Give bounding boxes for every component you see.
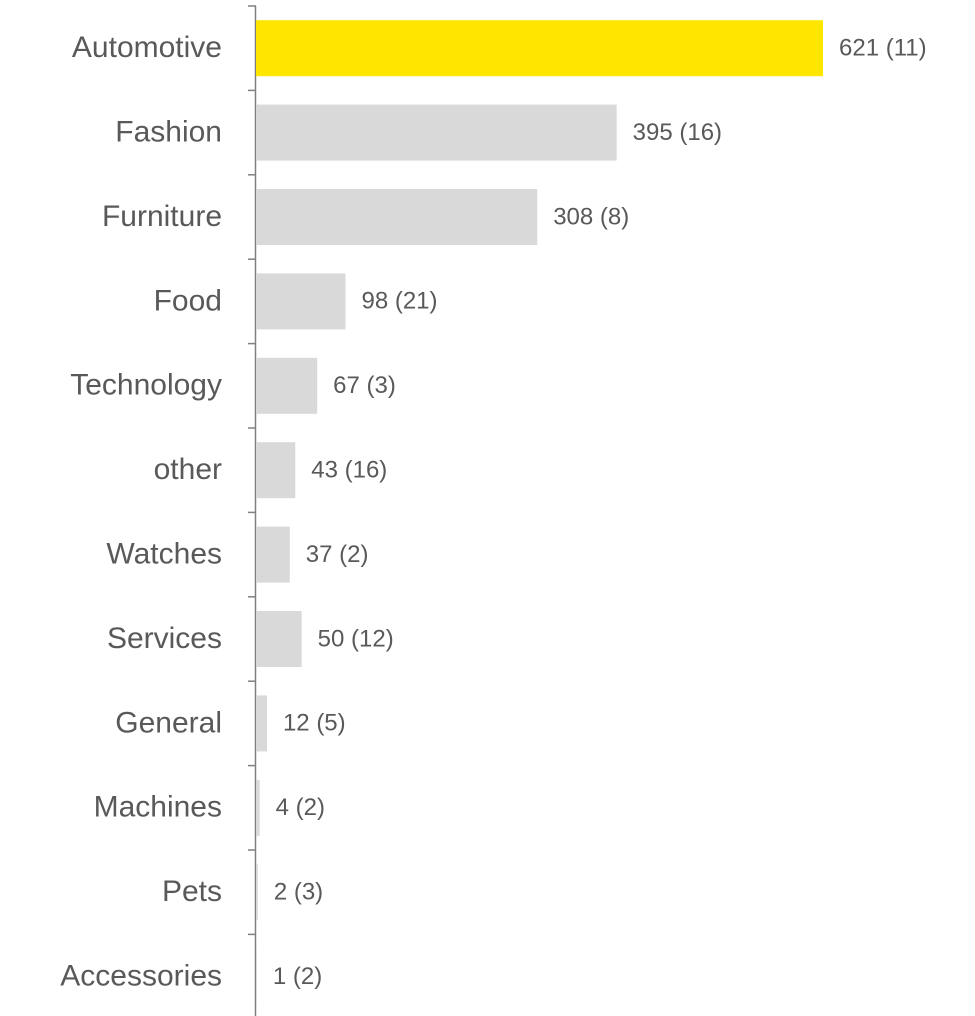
value-label: 12 (5) (283, 710, 346, 737)
bar (256, 442, 296, 499)
bar (256, 104, 617, 161)
value-label: 2 (3) (274, 879, 323, 906)
value-label: 4 (2) (276, 794, 325, 821)
category-label: Machines (94, 791, 222, 824)
value-label: 621 (11) (839, 35, 927, 62)
category-label: General (115, 706, 222, 739)
value-label: 67 (3) (333, 372, 396, 399)
bar (256, 611, 302, 667)
bar (256, 864, 258, 921)
bar (256, 779, 260, 836)
bar (256, 526, 290, 583)
value-label: 308 (8) (553, 203, 629, 230)
value-label: 98 (21) (361, 288, 437, 315)
bar (256, 189, 538, 245)
value-label: 50 (12) (318, 625, 394, 652)
category-label: Furniture (102, 200, 222, 233)
bar (256, 948, 257, 1005)
category-label: Automotive (72, 31, 222, 64)
value-label: 43 (16) (311, 457, 387, 484)
category-label: other (154, 453, 222, 486)
category-label: Pets (162, 875, 222, 908)
value-label: 395 (16) (633, 119, 722, 146)
category-label: Fashion (115, 116, 222, 149)
value-label: 37 (2) (306, 541, 369, 568)
bar (256, 273, 346, 330)
category-label: Accessories (60, 960, 222, 993)
category-label: Technology (70, 369, 222, 402)
value-label: 1 (2) (273, 963, 322, 990)
bar (256, 695, 267, 752)
bar (256, 357, 318, 414)
category-label: Food (154, 284, 222, 317)
bar (256, 20, 823, 77)
category-label: Watches (106, 538, 222, 571)
category-label: Services (107, 622, 222, 655)
